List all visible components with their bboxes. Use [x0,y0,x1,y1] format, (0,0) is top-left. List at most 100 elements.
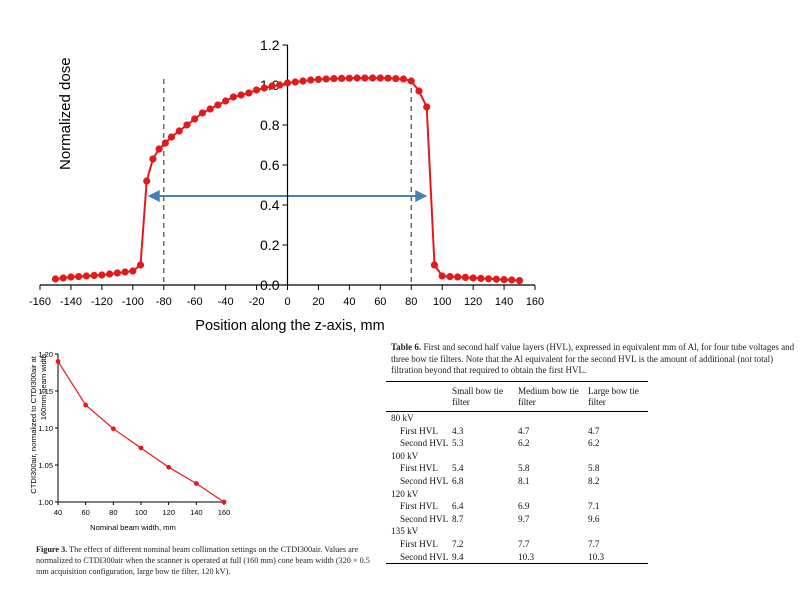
table-cell: 5.3 [452,438,464,449]
dose-chart-data-point [508,276,516,284]
table-group-label: 100 kV [391,450,419,461]
dose-chart-data-point [322,75,330,83]
table-row: Second HVL 9.4 10.3 10.3 [386,551,648,564]
dose-chart-data-point [276,81,284,89]
table-row: First HVL 4.3 4.7 4.7 [386,425,648,438]
dose-chart-data-point [51,275,60,283]
dose-chart-data-point [222,97,230,105]
table-cell: 8.1 [518,475,530,486]
ctdi-chart-data-point [166,464,172,470]
dose-chart-x-tick-label: 100 [433,296,451,308]
dose-profile-chart: 0.00.20.40.60.81.01.2 -160-140-120-100-8… [29,37,544,334]
dose-chart-data-point [515,277,524,285]
table-row: First HVL 5.4 5.8 5.8 [386,462,648,475]
dose-chart-y-tick-label: 0.0 [260,277,280,293]
dose-chart-data-point [430,261,439,269]
dose-chart-x-tick-label: 20 [312,296,324,308]
dose-chart-data-point [198,109,207,117]
table-cell: 9.7 [518,513,530,524]
dose-chart-x-tick-label: 0 [284,296,290,308]
table-row-label: Second HVL [400,475,449,486]
dose-chart-data-point [214,101,222,109]
dose-chart-data-point [353,74,361,82]
table-header-medium: Medium bow tie filter [518,386,579,407]
table-cell: 6.2 [588,438,600,449]
ctdi-chart-x-tick-label: 120 [162,508,175,517]
dose-chart-data-point [75,273,83,281]
table-cell: 6.2 [518,438,530,449]
dose-chart-data-point [82,272,91,280]
table-6-text: First and second half value layers (HVL)… [391,342,795,375]
dose-chart-data-point [376,74,384,82]
dose-chart-arrow-left-head [147,190,160,202]
dose-chart-x-tick-label: 40 [343,296,355,308]
ctdi-chart-x-tick-label: 160 [218,508,231,517]
table-row: Second HVL 5.3 6.2 6.2 [386,437,648,450]
table-cell: 4.7 [588,425,600,436]
table-group-row: 80 kV [386,412,648,425]
ctdi-chart-x-label: Nominal beam width, mm [90,523,176,532]
dose-chart-data-point [268,82,276,90]
table-group-row: 120 kV [386,488,648,501]
dose-chart-data-point [484,275,493,283]
dose-chart-data-point [399,75,408,83]
table-cell: 5.4 [452,463,464,474]
dose-chart-data-point [149,155,157,163]
ctdi-chart-data-point [138,445,144,451]
table-cell: 7.1 [588,501,600,512]
table-row-label: Second HVL [400,513,449,524]
dose-chart-y-label: Normalized dose [57,57,74,170]
table-row: Second HVL 8.7 9.7 9.6 [386,513,648,526]
dose-chart-data-point [500,276,508,284]
table-cell: 9.6 [588,513,600,524]
dose-chart-y-tick-label: 0.8 [260,117,280,133]
dose-chart-data-point [90,271,98,279]
dose-chart-data-point [175,127,183,135]
dose-chart-data-point [330,75,338,83]
dose-chart-x-tick-label: -40 [218,296,234,308]
dose-chart-x-tick-label: 160 [526,296,544,308]
dose-chart-data-point [461,273,469,281]
table-group-label: 80 kV [391,413,414,423]
table-cell: 4.3 [452,425,464,436]
dose-chart-data-point [155,145,163,153]
table-row-label: Second HVL [400,438,449,449]
table-cell: 6.9 [518,501,530,512]
table-cell: 7.7 [588,538,600,549]
dose-chart-data-point [136,261,145,269]
table-cell: 8.2 [588,475,600,486]
dose-chart-x-tick-label: -20 [249,296,265,308]
table-header-large: Large bow tie filter [588,386,639,407]
dose-chart-y-tick-label: 0.2 [260,237,280,253]
table-row-label: First HVL [400,463,439,474]
dose-chart-y-tick-label: 1.2 [260,37,280,53]
ctdi-chart-y-tick-label: 1.05 [38,461,53,470]
dose-chart-data-point [477,274,485,282]
table-group-label: 120 kV [391,488,419,499]
dose-chart-data-point [106,270,114,278]
dose-chart-data-point [469,274,477,282]
ctdi-chart-y-tick-label: 1.10 [38,424,53,433]
ctdi-chart-x-tick-label: 140 [190,508,203,517]
dose-chart-data-point [183,121,191,129]
table-cell: 6.4 [452,501,464,512]
dose-chart-x-tick-label: 140 [495,296,513,308]
table-group-row: 135 kV [386,525,648,538]
ctdi-chart-x-tick-label: 80 [109,508,117,517]
table-6-caption: Table 6. First and second half value lay… [391,342,796,377]
table-row: Second HVL 6.8 8.1 8.2 [386,475,648,488]
dose-chart-data-point [345,74,353,82]
ctdi-chart: 1.001.051.101.151.20 40 60 80 100 120 140 160 … [29,350,231,532]
dose-chart-data-point [415,87,423,95]
table-cell: 5.8 [588,463,600,474]
figure-3-text: The effect of different nominal beam col… [36,545,370,576]
dose-chart-data-point [167,133,176,141]
table-6-label: Table 6. [391,342,422,352]
table-cell: 10.3 [518,551,535,562]
dose-chart-x-tick-label: 60 [374,296,386,308]
dose-chart-x-label: Position along the z-axis, mm [195,318,384,334]
ctdi-chart-y-tick-label: 1.20 [38,350,53,359]
dose-chart-data-point [260,84,268,92]
ctdi-chart-data-point [55,359,61,364]
hvl-table: Small bow tie filter Medium bow tie filt… [386,382,648,564]
